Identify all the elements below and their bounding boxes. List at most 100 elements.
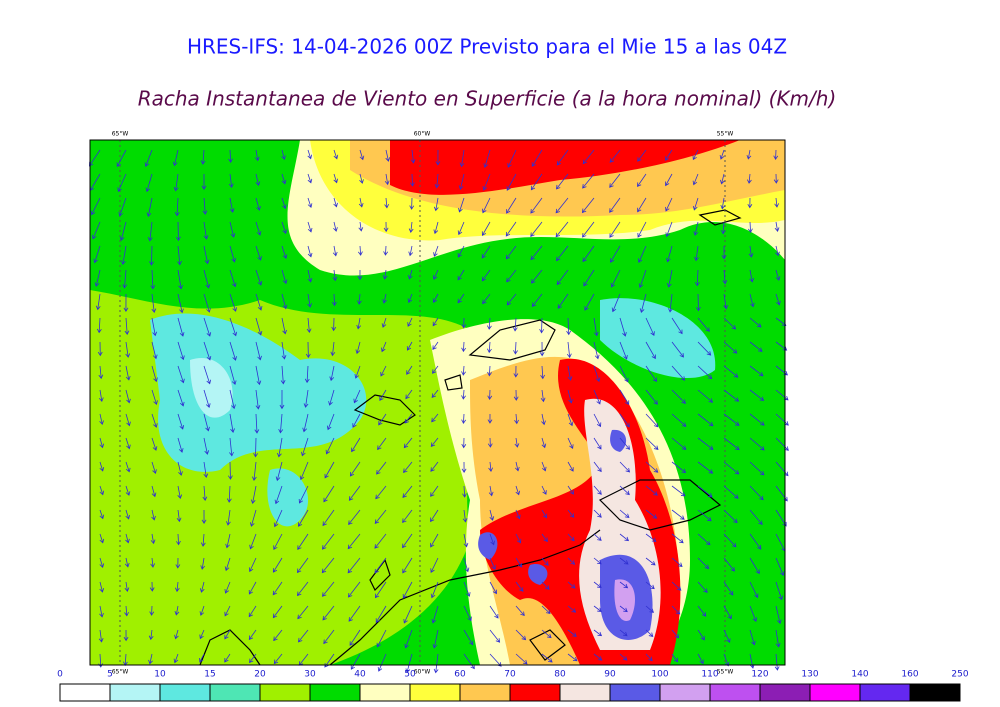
wind-arrow bbox=[380, 365, 387, 377]
lon-label: 55°W bbox=[717, 131, 734, 138]
wind-arrow bbox=[619, 389, 630, 406]
wind-arrow bbox=[272, 581, 283, 596]
wind-arrow bbox=[225, 509, 231, 526]
wind-arrow bbox=[123, 629, 129, 642]
wind-arrow bbox=[582, 149, 595, 165]
colorbar-box bbox=[709, 683, 761, 702]
wind-arrow bbox=[749, 485, 764, 501]
wind-arrow bbox=[489, 581, 498, 595]
wind-arrow bbox=[611, 293, 621, 313]
wind-arrow bbox=[255, 221, 262, 236]
wind-arrow bbox=[461, 389, 466, 400]
wind-arrow bbox=[482, 293, 491, 305]
colorbar-label: 40 bbox=[354, 670, 366, 680]
wind-arrow bbox=[697, 557, 710, 570]
wind-arrow bbox=[692, 173, 699, 186]
colorbar-label: 30 bbox=[304, 670, 316, 680]
wind-arrow bbox=[177, 461, 183, 476]
wind-arrow bbox=[619, 629, 628, 637]
wind-arrow bbox=[376, 629, 387, 648]
wind-arrow bbox=[177, 485, 183, 500]
wind-arrow bbox=[775, 581, 783, 601]
wind-arrow bbox=[671, 629, 680, 639]
wind-arrow bbox=[459, 149, 465, 168]
wind-arrow bbox=[125, 389, 131, 404]
wind-arrow bbox=[666, 245, 673, 263]
wind-arrow bbox=[637, 197, 647, 213]
wind-arrow bbox=[461, 437, 467, 449]
map-frame bbox=[89, 139, 786, 666]
wind-arrow bbox=[723, 365, 739, 378]
wind-arrow bbox=[407, 317, 413, 327]
wind-arrow bbox=[375, 485, 387, 500]
wind-arrow bbox=[531, 293, 543, 308]
wind-arrow bbox=[697, 533, 711, 546]
wind-arrow bbox=[357, 293, 362, 305]
wind-arrow bbox=[619, 461, 631, 473]
wind-arrow bbox=[255, 269, 263, 286]
wind-arrow bbox=[530, 221, 543, 237]
wind-arrow bbox=[434, 173, 440, 189]
wind-arrow bbox=[567, 653, 578, 662]
wind-arrow bbox=[433, 197, 439, 212]
wind-arrow bbox=[645, 629, 654, 637]
wind-arrow bbox=[697, 509, 712, 522]
wind-arrow bbox=[430, 581, 439, 599]
wind-arrow bbox=[481, 245, 491, 259]
colorbar-box bbox=[659, 683, 711, 702]
wind-arrow bbox=[723, 389, 740, 402]
wind-arrow bbox=[567, 533, 575, 542]
wind-arrow bbox=[200, 149, 206, 165]
wind-arrow bbox=[749, 365, 764, 377]
wind-arrow bbox=[177, 317, 185, 337]
wind-arrow bbox=[619, 653, 628, 661]
wind-arrow bbox=[515, 557, 523, 568]
colorbar-label: 100 bbox=[651, 670, 668, 680]
wind-arrow bbox=[229, 293, 237, 312]
wind-arrow bbox=[98, 365, 104, 380]
wind-arrow bbox=[609, 221, 621, 238]
wind-field bbox=[90, 140, 785, 665]
wind-arrow bbox=[307, 197, 313, 208]
wind-arrow bbox=[99, 413, 104, 426]
wind-arrow bbox=[226, 485, 232, 503]
wind-arrow bbox=[229, 341, 237, 361]
wind-arrow bbox=[645, 341, 656, 360]
wind-arrow bbox=[430, 437, 439, 448]
colorbar-box bbox=[909, 683, 961, 702]
wind-arrow bbox=[145, 173, 153, 193]
wind-arrow bbox=[384, 197, 390, 209]
wind-arrow bbox=[175, 557, 181, 569]
wind-arrow bbox=[273, 509, 283, 528]
wind-arrow bbox=[432, 365, 439, 374]
colorbar-label: 160 bbox=[901, 670, 918, 680]
wind-arrow bbox=[457, 245, 465, 258]
wind-arrow bbox=[567, 557, 576, 565]
wind-arrow bbox=[280, 365, 286, 385]
wind-arrow bbox=[566, 341, 572, 359]
wind-arrow bbox=[645, 413, 659, 428]
wind-arrow bbox=[749, 269, 755, 283]
wind-arrow bbox=[329, 365, 335, 382]
wind-arrow bbox=[567, 365, 573, 381]
wind-arrow bbox=[645, 557, 656, 566]
wind-arrow bbox=[723, 413, 740, 426]
wind-arrow bbox=[330, 341, 336, 357]
wind-arrow bbox=[199, 581, 205, 593]
wind-arrow bbox=[541, 629, 552, 639]
wind-arrow bbox=[200, 533, 206, 547]
wind-arrow bbox=[582, 221, 595, 238]
wind-arrow bbox=[99, 581, 105, 593]
wind-arrow bbox=[697, 341, 712, 356]
wind-arrow bbox=[328, 389, 335, 406]
wind-arrow bbox=[117, 173, 127, 192]
wind-arrow bbox=[637, 173, 647, 188]
wind-arrow bbox=[279, 389, 285, 410]
wind-arrow bbox=[173, 173, 179, 192]
wind-arrow bbox=[515, 485, 521, 496]
wind-arrow bbox=[229, 389, 236, 410]
wind-arrow bbox=[567, 605, 577, 613]
wind-arrow bbox=[513, 389, 519, 401]
wind-arrow bbox=[430, 533, 439, 548]
wind-arrow bbox=[461, 317, 467, 329]
